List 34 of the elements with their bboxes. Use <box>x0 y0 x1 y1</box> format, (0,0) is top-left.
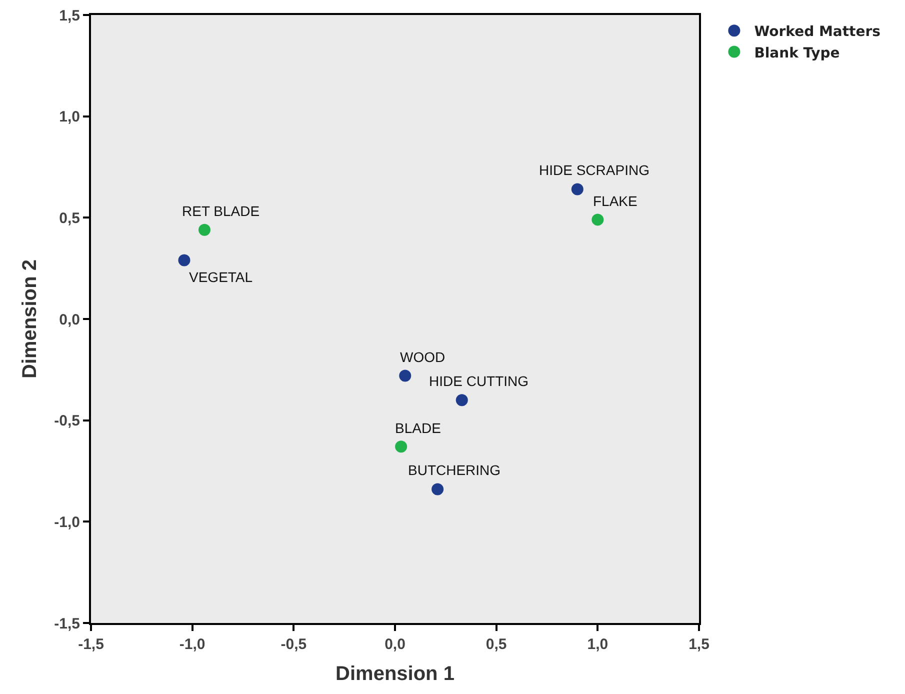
annotation: HIDE CUTTING <box>429 373 529 389</box>
y-tick-label: -0,5 <box>54 412 80 430</box>
legend-label: Blank Type <box>754 45 840 62</box>
annotation: BLADE <box>395 420 441 436</box>
x-axis-title: Dimension 1 <box>336 663 454 685</box>
point <box>198 224 210 236</box>
annotation: RET BLADE <box>182 203 260 219</box>
x-tick-label: -1,0 <box>179 636 206 653</box>
annotation: BUTCHERING <box>408 462 501 478</box>
point <box>432 483 444 496</box>
annotation: HIDE SCRAPING <box>539 162 650 178</box>
y-axis-title: Dimension 2 <box>19 260 42 378</box>
x-tick-label: 0,5 <box>486 636 507 653</box>
y-tick-label: -1,5 <box>54 615 80 632</box>
annotation: VEGETAL <box>189 269 253 285</box>
y-tick-label: -1,0 <box>54 514 80 531</box>
x-tick-label: 0,0 <box>384 636 406 653</box>
point <box>592 214 604 226</box>
point <box>456 394 468 406</box>
y-tick-label: 1,5 <box>59 7 80 24</box>
x-tick-label: 1,0 <box>587 636 608 653</box>
point <box>571 183 584 196</box>
x-tick-label: 1,5 <box>688 636 710 653</box>
annotation: WOOD <box>400 349 446 365</box>
legend-label: Worked Matters <box>754 24 880 40</box>
annotation: FLAKE <box>593 193 638 209</box>
point <box>399 370 412 382</box>
y-tick-label: 0,0 <box>59 311 80 328</box>
point <box>395 440 408 453</box>
y-tick-label: 1,0 <box>59 108 80 126</box>
x-tick-label: -1,5 <box>78 636 104 653</box>
x-tick-label: -0,5 <box>280 636 307 653</box>
point <box>178 254 190 266</box>
y-tick-label: 0,5 <box>59 210 80 227</box>
